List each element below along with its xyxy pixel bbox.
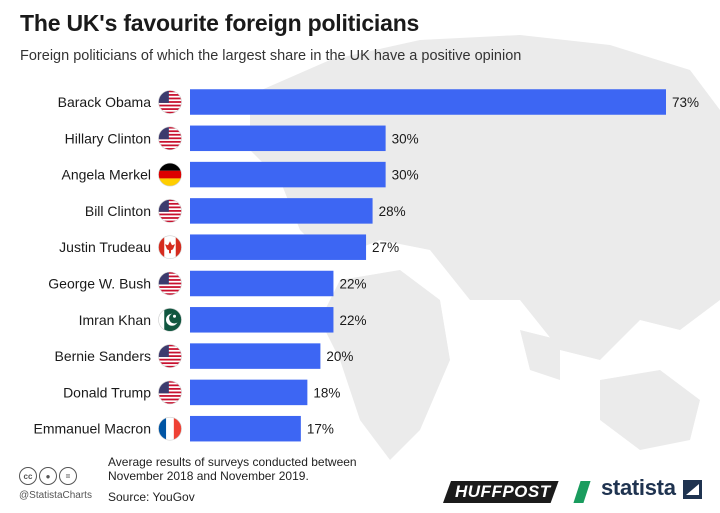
value-label: 20% xyxy=(326,349,353,364)
category-label: Barack Obama xyxy=(58,94,152,110)
value-label: 27% xyxy=(372,240,399,255)
pk-flag-icon xyxy=(158,307,182,332)
bar xyxy=(190,343,321,369)
value-label: 22% xyxy=(339,313,366,328)
ca-flag-icon xyxy=(158,235,182,259)
value-label: 73% xyxy=(672,95,699,110)
category-label: Hillary Clinton xyxy=(65,130,151,146)
value-label: 30% xyxy=(392,168,419,183)
source-text: Source: YouGov xyxy=(108,490,195,504)
value-label: 28% xyxy=(379,204,406,219)
bar xyxy=(190,415,301,442)
bar-chart: Barack Obama 73% Hillary Clinton 30% Angela … xyxy=(34,89,699,442)
bar xyxy=(190,161,386,188)
statista-handle[interactable]: @StatistaCharts xyxy=(19,490,92,501)
value-label: 18% xyxy=(313,385,340,400)
fr-flag-icon xyxy=(158,416,182,441)
us-flag-icon xyxy=(158,271,182,296)
category-label: Angela Merkel xyxy=(62,167,152,183)
us-flag-icon xyxy=(158,344,182,368)
bar xyxy=(190,234,367,260)
bar xyxy=(190,198,373,224)
chart-subtitle: Foreign politicians of which the largest… xyxy=(20,48,522,64)
value-label: 17% xyxy=(307,422,334,437)
us-flag-icon xyxy=(158,199,182,223)
category-label: Donald Trump xyxy=(63,384,151,400)
license-icons: cc ● = xyxy=(19,467,77,485)
bar xyxy=(190,307,334,333)
bar xyxy=(190,89,666,115)
category-label: Imran Khan xyxy=(79,312,151,328)
no-derivatives-equals-icon: = xyxy=(59,467,77,485)
value-label: 22% xyxy=(339,277,366,292)
bar xyxy=(190,270,334,297)
category-label: Justin Trudeau xyxy=(59,239,151,255)
survey-note: Average results of surveys conducted bet… xyxy=(108,455,357,483)
creative-commons-icon: cc xyxy=(19,467,37,485)
statista-logo[interactable]: statista xyxy=(601,475,676,500)
huffpost-logo[interactable]: HUFFPOST xyxy=(443,481,559,503)
chart-title: The UK's favourite foreign politicians xyxy=(20,10,420,36)
statista-logo-icon xyxy=(683,480,702,499)
bar xyxy=(190,125,386,152)
us-flag-icon xyxy=(158,380,182,405)
value-label: 30% xyxy=(392,131,419,146)
category-label: Bernie Sanders xyxy=(54,348,151,364)
category-label: Emmanuel Macron xyxy=(34,421,152,437)
attribution-person-icon: ● xyxy=(39,467,57,485)
us-flag-icon xyxy=(158,126,182,151)
bar xyxy=(190,379,308,406)
category-label: Bill Clinton xyxy=(85,203,151,219)
category-label: George W. Bush xyxy=(48,276,151,292)
de-flag-icon xyxy=(158,162,182,187)
us-flag-icon xyxy=(158,90,182,114)
